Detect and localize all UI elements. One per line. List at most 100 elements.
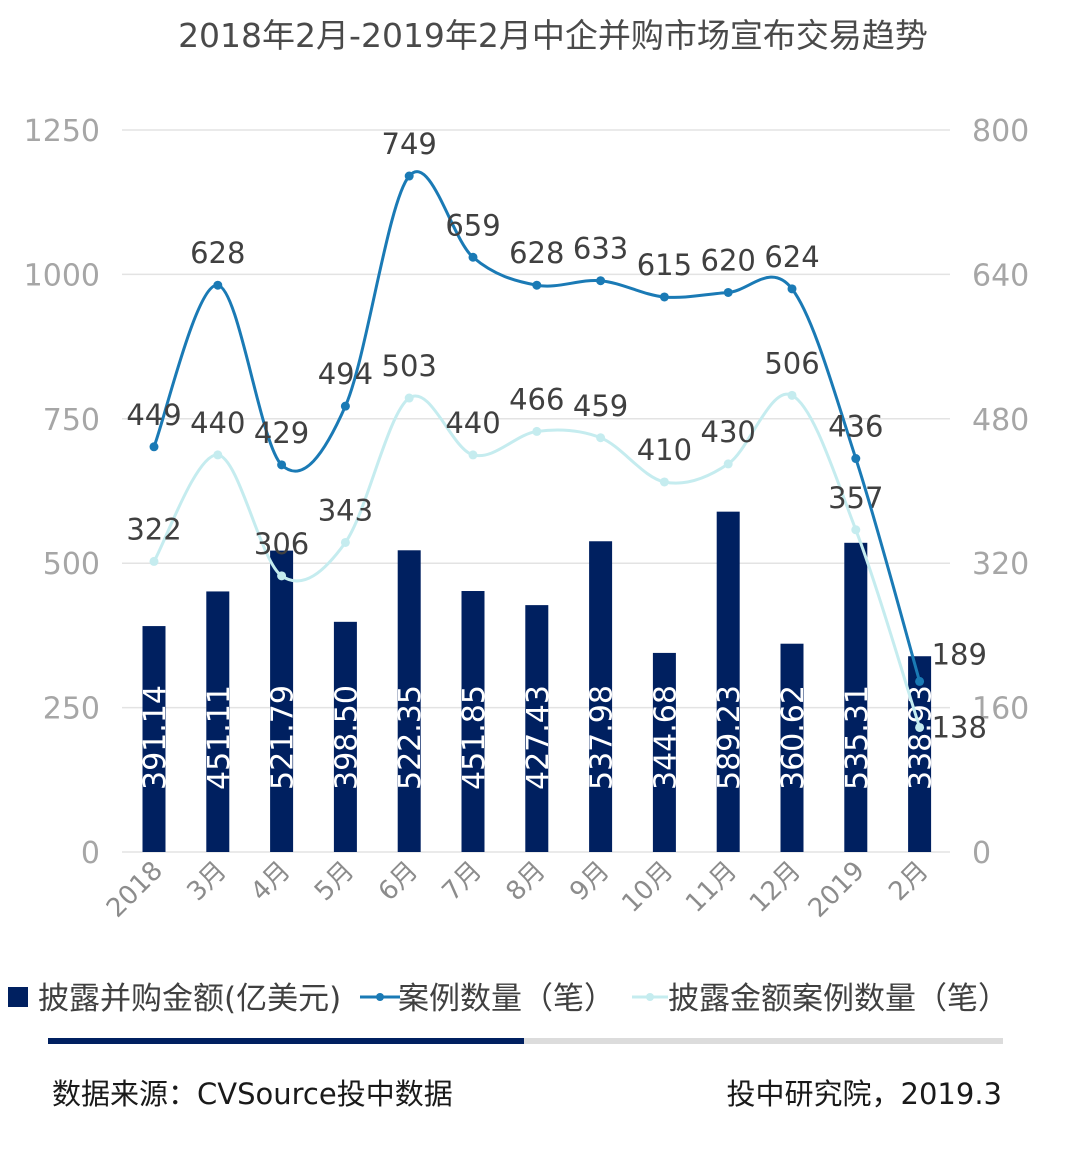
x-tick-label: 11月	[680, 856, 743, 919]
data-source: 数据来源：CVSource投中数据	[52, 1077, 453, 1111]
legend-divider	[48, 1038, 1003, 1044]
x-tick-label: 4月	[245, 856, 296, 907]
line-value-label: 628	[509, 236, 564, 270]
x-tick-label: 10月	[616, 856, 679, 919]
line-point	[659, 292, 669, 302]
line-point	[340, 537, 350, 547]
line-point	[404, 171, 414, 181]
right-tick-label: 320	[972, 547, 1029, 582]
line-value-label: 749	[382, 127, 437, 161]
legend-label-count: 案例数量（笔）	[398, 981, 615, 1017]
line-point	[149, 442, 159, 452]
left-tick-label: 1000	[24, 258, 100, 293]
bar-value-label: 360.62	[776, 685, 811, 790]
x-tick-label: 6月	[373, 856, 424, 907]
line-value-label: 615	[637, 248, 692, 282]
x-tick-label: 9月	[564, 856, 615, 907]
bar-series: 391.14 451.11 521.79 398.50 522.35 451.85 427.…	[138, 511, 939, 852]
line-value-label: 430	[701, 415, 756, 449]
left-tick-label: 250	[43, 692, 100, 727]
line-value-label: 449	[126, 398, 181, 432]
line-value-label: 659	[445, 208, 500, 242]
left-tick-label: 500	[43, 547, 100, 582]
x-tick-label: 2018	[101, 856, 169, 924]
line-value-label: 459	[573, 389, 628, 423]
x-tick-label: 8月	[500, 856, 551, 907]
line-value-label: 306	[254, 527, 309, 561]
left-axis: 0 250 500 750 1000 1250	[24, 114, 100, 871]
bar-value-label: 521.79	[266, 685, 301, 790]
line-case-count	[152, 170, 922, 682]
line-point	[851, 525, 861, 535]
line-value-label: 506	[764, 346, 819, 380]
grid-lines	[122, 129, 950, 853]
bar-value-label: 589.23	[712, 685, 747, 790]
bar-value-label: 344.68	[648, 685, 683, 790]
bar-value-label: 398.50	[329, 685, 364, 790]
bar-value-label: 451.11	[202, 685, 237, 790]
x-tick-label: 7月	[437, 856, 488, 907]
right-tick-label: 0	[972, 836, 991, 871]
line-point	[213, 280, 223, 290]
bar	[716, 511, 740, 852]
line-point	[277, 571, 287, 581]
legend-label-disclosed-count: 披露金额案例数量（笔）	[668, 981, 1009, 1017]
bar	[780, 643, 804, 852]
legend-line-marker-disclosed	[646, 993, 654, 1001]
line-point	[787, 284, 797, 294]
line-point	[532, 280, 542, 290]
legend-label-amount: 披露并购金额(亿美元)	[38, 981, 341, 1017]
legend: 披露并购金额(亿美元) 案例数量（笔） 披露金额案例数量（笔）	[8, 981, 1009, 1017]
line-point	[149, 556, 159, 566]
legend-bar-swatch	[8, 987, 28, 1007]
line-point	[277, 460, 287, 470]
bar	[397, 550, 421, 852]
line-value-label: 503	[382, 349, 437, 383]
line-point	[915, 722, 925, 732]
chart-title: 2018年2月-2019年2月中企并购市场宣布交易趋势	[178, 16, 928, 55]
bar	[461, 591, 485, 852]
line-value-label: 410	[637, 433, 692, 467]
line-value-label: 633	[573, 232, 628, 266]
bar	[270, 550, 294, 852]
bar	[142, 626, 166, 852]
left-tick-label: 1250	[24, 114, 100, 149]
x-tick-label: 3月	[181, 856, 232, 907]
line-value-label: 440	[190, 406, 245, 440]
line-point	[723, 287, 733, 297]
right-tick-label: 800	[972, 114, 1029, 149]
bar	[525, 605, 549, 852]
bar-value-label: 338.93	[904, 685, 939, 790]
bar-value-label: 522.35	[393, 685, 428, 790]
right-tick-label: 480	[972, 403, 1029, 438]
bar	[206, 591, 230, 852]
legend-line-marker-count	[376, 993, 384, 1001]
bar	[589, 541, 613, 852]
line-value-label: 624	[764, 240, 819, 274]
line-point	[851, 454, 861, 464]
right-axis: 0 160 320 480 640 800	[972, 114, 1029, 871]
bar	[652, 652, 676, 852]
line-point	[915, 676, 925, 686]
line-value-label: 436	[828, 410, 883, 444]
line-value-label: 494	[318, 357, 373, 391]
bar-value-label: 451.85	[457, 685, 492, 790]
x-tick-label: 2月	[883, 856, 934, 907]
line-point	[787, 390, 797, 400]
line-value-label: 343	[318, 493, 373, 527]
bar	[333, 621, 357, 852]
left-tick-label: 750	[43, 403, 100, 438]
left-tick-label: 0	[81, 836, 100, 871]
right-tick-label: 160	[972, 692, 1029, 727]
line-point	[468, 450, 478, 460]
line-value-label: 429	[254, 416, 309, 450]
line-value-label: 189	[932, 637, 987, 671]
line-value-label: 440	[445, 406, 500, 440]
line-value-label: 322	[126, 512, 181, 546]
line-value-label: 466	[509, 382, 564, 416]
line-value-label: 620	[701, 243, 756, 277]
line-point	[532, 426, 542, 436]
